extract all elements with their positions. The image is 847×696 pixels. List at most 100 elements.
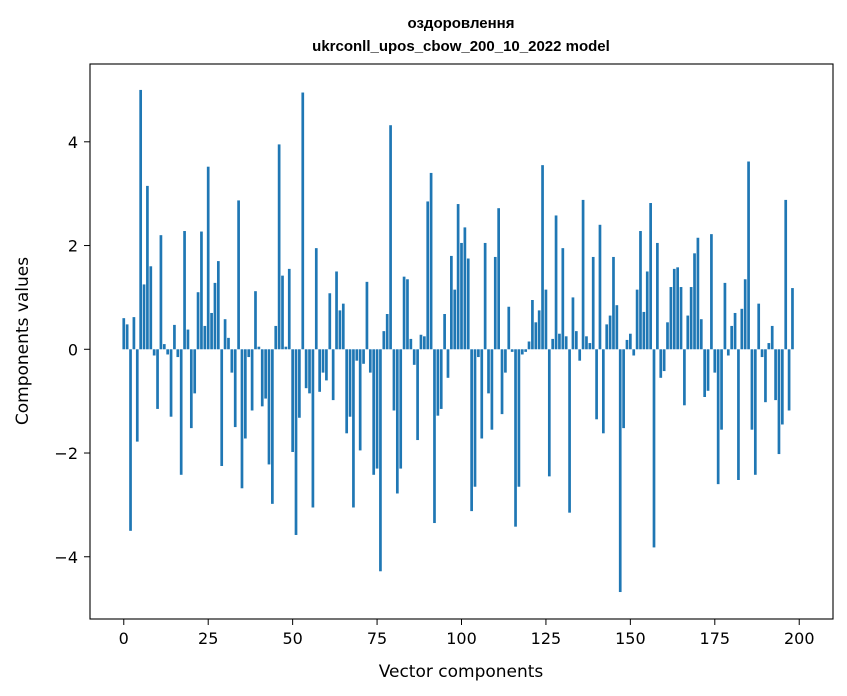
bar [419,334,423,350]
bar [210,312,213,350]
x-tick-label: 0 [119,629,129,648]
bar [605,324,609,350]
bar [615,305,619,350]
bar [365,281,369,350]
bar [162,344,166,350]
bar [436,349,440,416]
bar [250,349,254,411]
bar [348,349,352,417]
bar [595,349,598,420]
bar [298,349,301,418]
bar [460,242,463,350]
bar [135,349,139,442]
bar [666,322,669,350]
bar [774,349,777,401]
bar [392,349,396,411]
bar [450,255,453,350]
bar [216,261,220,350]
bar [791,288,794,350]
bar [345,349,349,434]
bar [335,271,338,350]
bar [757,303,761,350]
x-tick-label: 150 [615,629,646,648]
bar [277,144,281,350]
bar [159,235,163,350]
x-tick-label: 125 [531,629,562,648]
bar [564,336,568,350]
bar [338,310,342,350]
bar [443,314,446,350]
bar [686,315,690,350]
bar [710,234,713,350]
bar [591,256,595,350]
bar [743,279,747,350]
y-tick-label: 4 [68,133,78,152]
bar [764,349,767,403]
bar [358,349,362,451]
bar [477,349,480,358]
bar [568,349,571,513]
bar [703,349,707,397]
bar [412,349,416,365]
bar [129,349,132,531]
bar [693,253,696,350]
bar [780,349,784,425]
y-tick-label: 0 [68,340,78,359]
bar [173,324,176,350]
bar [629,333,632,350]
bar [169,349,173,417]
bar [156,349,159,409]
bar [720,349,723,430]
x-tick-label: 25 [198,629,218,648]
bar [146,185,149,350]
bar [733,312,737,350]
bar [490,349,494,430]
bar [281,275,284,350]
bar [271,349,274,504]
bar [473,349,477,487]
bar [200,231,203,350]
bar [642,311,646,350]
bar [304,349,308,389]
bar [578,349,582,361]
bar [446,349,450,378]
bar [753,349,757,475]
bar [328,293,332,350]
bar [571,297,575,350]
bar [558,333,561,350]
bar [520,349,524,355]
bar [325,349,328,381]
bar [669,287,673,350]
bar [294,349,298,535]
bar [456,204,460,350]
bar [220,349,224,466]
chart-title-line-2: ukrconll_upos_cbow_200_10_2022 model [312,38,610,55]
bar [409,338,413,350]
bar [625,339,629,350]
x-tick-label: 50 [282,629,302,648]
bar [186,329,190,350]
bar [480,349,484,439]
bar [244,349,247,439]
bar [581,199,585,350]
bar [608,315,612,350]
x-tick-label: 200 [784,629,815,648]
bar [372,349,376,475]
bar [622,349,625,429]
bar [463,227,467,350]
bar [125,324,129,350]
bar [588,343,592,350]
bar [352,349,355,508]
bar [547,349,551,477]
bar [257,346,261,350]
bar [308,349,311,394]
y-tick-label: 2 [68,237,78,256]
chart-title-line-1: оздоровлення [408,15,515,32]
bar [487,349,490,394]
bar [287,268,291,350]
bar [206,166,210,350]
bar [139,89,143,350]
bar [264,349,267,399]
bar [517,349,521,487]
